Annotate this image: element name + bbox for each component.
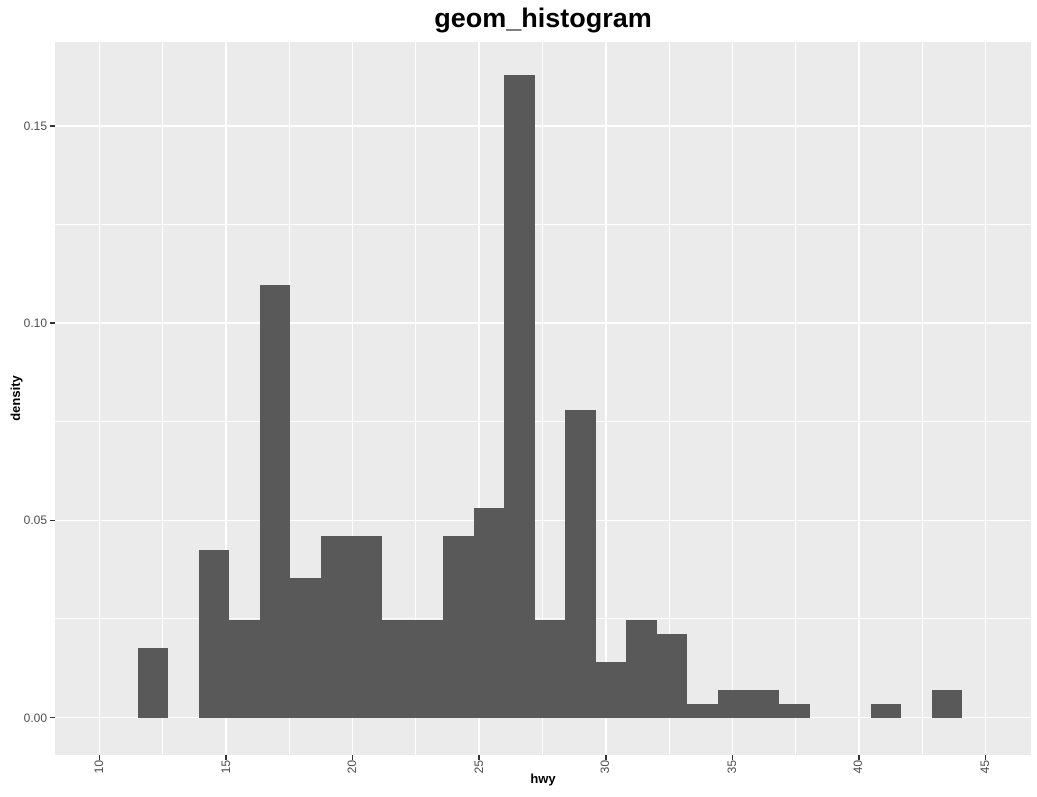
x-gridline-major	[351, 42, 354, 755]
x-gridline-major	[478, 42, 480, 755]
x-gridline-minor	[921, 42, 923, 755]
x-gridline-major	[604, 42, 607, 755]
x-gridline-minor	[415, 42, 417, 755]
x-tick-label: 30	[598, 760, 613, 774]
x-gridline-minor	[162, 42, 164, 755]
x-tick-label: 10	[92, 760, 107, 774]
y-gridline-minor	[55, 421, 1031, 423]
histogram-bar	[870, 703, 902, 718]
histogram-bar	[626, 619, 657, 718]
x-tick-mark	[731, 755, 734, 760]
x-gridline-minor	[542, 42, 543, 755]
x-gridline-minor	[795, 42, 797, 755]
x-tick-label: 15	[218, 760, 233, 774]
y-gridline-major	[55, 322, 1031, 324]
y-tick-label: 0.10	[23, 316, 47, 331]
y-gridline-major	[55, 716, 1031, 719]
y-gridline-major	[55, 125, 1031, 127]
x-tick-label: 45	[977, 760, 992, 774]
x-tick-mark	[225, 755, 227, 760]
y-tick-label: 0.05	[23, 513, 47, 528]
histogram-bar	[473, 508, 505, 718]
histogram-bar	[290, 577, 321, 718]
y-gridline-minor	[55, 224, 1031, 226]
histogram-bar	[320, 536, 352, 718]
histogram-bar	[565, 410, 596, 718]
x-tick-mark	[858, 755, 860, 760]
histogram-bar	[229, 619, 260, 718]
histogram-bar	[748, 689, 780, 718]
y-tick-mark	[50, 716, 55, 719]
y-gridline-minor	[55, 618, 1031, 620]
x-gridline-major	[858, 42, 860, 755]
y-tick-label: 0.00	[23, 710, 47, 725]
histogram-bar	[137, 647, 169, 718]
x-tick-label: 35	[724, 760, 739, 774]
histogram-bar	[656, 633, 688, 718]
x-gridline-major	[225, 42, 227, 755]
histogram-bar	[412, 619, 443, 718]
y-tick-mark	[50, 519, 55, 522]
y-axis-title: density	[8, 375, 23, 421]
y-gridline-major	[55, 519, 1031, 522]
x-gridline-major	[98, 42, 101, 755]
x-axis-title: hwy	[530, 771, 556, 786]
histogram-bar	[534, 619, 566, 718]
y-tick-label: 0.15	[23, 118, 47, 133]
x-gridline-major	[984, 42, 987, 755]
histogram-bar	[717, 689, 749, 718]
plot-panel	[55, 42, 1031, 755]
x-tick-mark	[984, 755, 987, 760]
x-tick-mark	[98, 755, 101, 760]
histogram-bar	[779, 703, 810, 718]
x-tick-mark	[351, 755, 354, 760]
histogram-bar	[381, 619, 413, 718]
histogram-bar	[595, 661, 627, 718]
x-tick-label: 20	[345, 760, 360, 774]
x-tick-mark	[605, 755, 607, 760]
y-tick-mark	[50, 125, 55, 127]
x-gridline-major	[731, 42, 734, 755]
histogram-bar	[259, 284, 291, 718]
histogram-bar	[931, 689, 963, 718]
histogram-bar	[198, 549, 230, 718]
x-gridline-minor	[668, 42, 670, 755]
histogram-bar	[687, 703, 718, 718]
x-tick-mark	[478, 755, 480, 760]
chart-title: geom_histogram	[434, 3, 652, 33]
histogram-bar	[504, 75, 535, 718]
y-tick-mark	[50, 322, 55, 324]
histogram-bar	[351, 536, 382, 718]
x-tick-label: 40	[851, 760, 866, 774]
histogram-bar	[442, 536, 474, 718]
x-tick-label: 25	[471, 760, 486, 774]
